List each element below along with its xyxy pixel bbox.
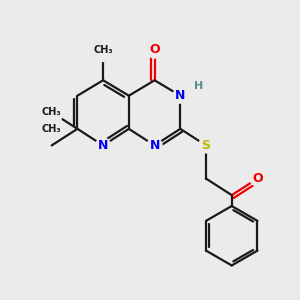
Circle shape <box>199 138 213 153</box>
Circle shape <box>173 88 188 103</box>
Text: H: H <box>194 81 203 91</box>
Circle shape <box>40 101 63 124</box>
Text: CH₃: CH₃ <box>42 124 62 134</box>
Text: S: S <box>202 139 211 152</box>
Circle shape <box>250 171 265 186</box>
Text: N: N <box>149 139 160 152</box>
Circle shape <box>96 138 111 153</box>
Circle shape <box>92 38 115 61</box>
Text: N: N <box>175 89 185 102</box>
Text: N: N <box>98 139 108 152</box>
Circle shape <box>40 117 63 140</box>
Text: CH₃: CH₃ <box>93 45 113 55</box>
Circle shape <box>147 138 162 153</box>
Text: O: O <box>149 44 160 56</box>
Text: O: O <box>252 172 263 185</box>
Circle shape <box>147 42 163 58</box>
Circle shape <box>193 80 204 92</box>
Text: CH₃: CH₃ <box>42 107 62 117</box>
